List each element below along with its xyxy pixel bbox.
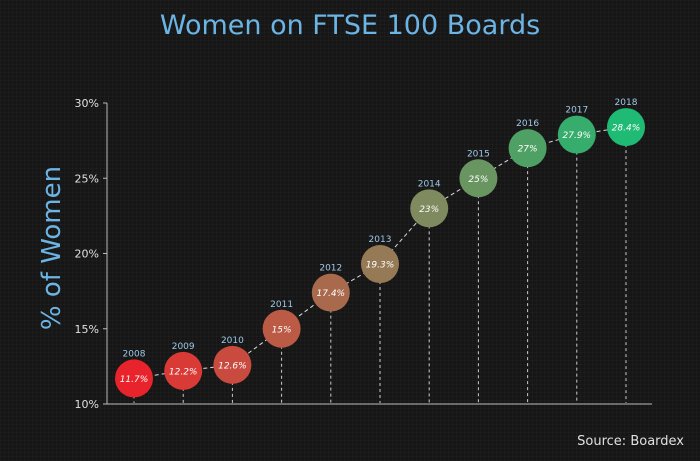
data-point xyxy=(311,273,350,312)
data-label: 25% xyxy=(468,175,488,185)
data-label: 28.4% xyxy=(612,124,641,134)
year-label: 2008 xyxy=(123,349,146,359)
y-axis-label: % of Women xyxy=(37,166,67,330)
year-label: 2011 xyxy=(270,300,293,310)
year-label: 2016 xyxy=(516,119,539,129)
year-label: 2012 xyxy=(319,264,342,274)
y-tick-label: 10% xyxy=(75,398,99,411)
data-point xyxy=(262,309,301,348)
y-tick-label: 20% xyxy=(75,248,99,261)
year-label: 2015 xyxy=(467,149,490,159)
data-label: 19.3% xyxy=(366,261,395,271)
data-label: 17.4% xyxy=(317,289,346,299)
data-point xyxy=(115,359,153,398)
y-tick-label: 15% xyxy=(75,323,99,336)
year-label: 2018 xyxy=(615,98,638,108)
year-label: 2017 xyxy=(565,106,588,116)
data-points: 11.7% 2008 12.2% 2009 12.6% 2010 15% 2011 17.4% 2… xyxy=(115,98,645,398)
data-point xyxy=(557,115,596,154)
y-tick-label: 25% xyxy=(75,172,99,185)
data-point xyxy=(410,189,449,228)
y-ticks: 10% 15% 20% 25% 30% xyxy=(75,97,107,411)
y-tick-label: 30% xyxy=(75,97,99,110)
data-label: 12.6% xyxy=(218,361,247,371)
data-label: 27.9% xyxy=(563,131,592,141)
data-point xyxy=(459,159,498,198)
data-point xyxy=(607,108,645,147)
data-label: 15% xyxy=(272,325,292,335)
data-label: 23% xyxy=(419,205,439,215)
year-label: 2014 xyxy=(418,179,441,189)
year-label: 2013 xyxy=(369,235,392,245)
year-label: 2009 xyxy=(172,342,195,352)
data-label: 11.7% xyxy=(120,375,149,385)
data-label: 12.2% xyxy=(169,367,198,377)
chart-title: Women on FTSE 100 Boards xyxy=(160,10,540,41)
data-point xyxy=(508,129,547,168)
year-label: 2010 xyxy=(221,336,244,346)
data-point xyxy=(164,351,203,390)
source-note: Source: Boardex xyxy=(577,434,684,449)
data-point xyxy=(361,245,399,284)
data-point xyxy=(213,345,252,384)
data-label: 27% xyxy=(518,145,538,155)
